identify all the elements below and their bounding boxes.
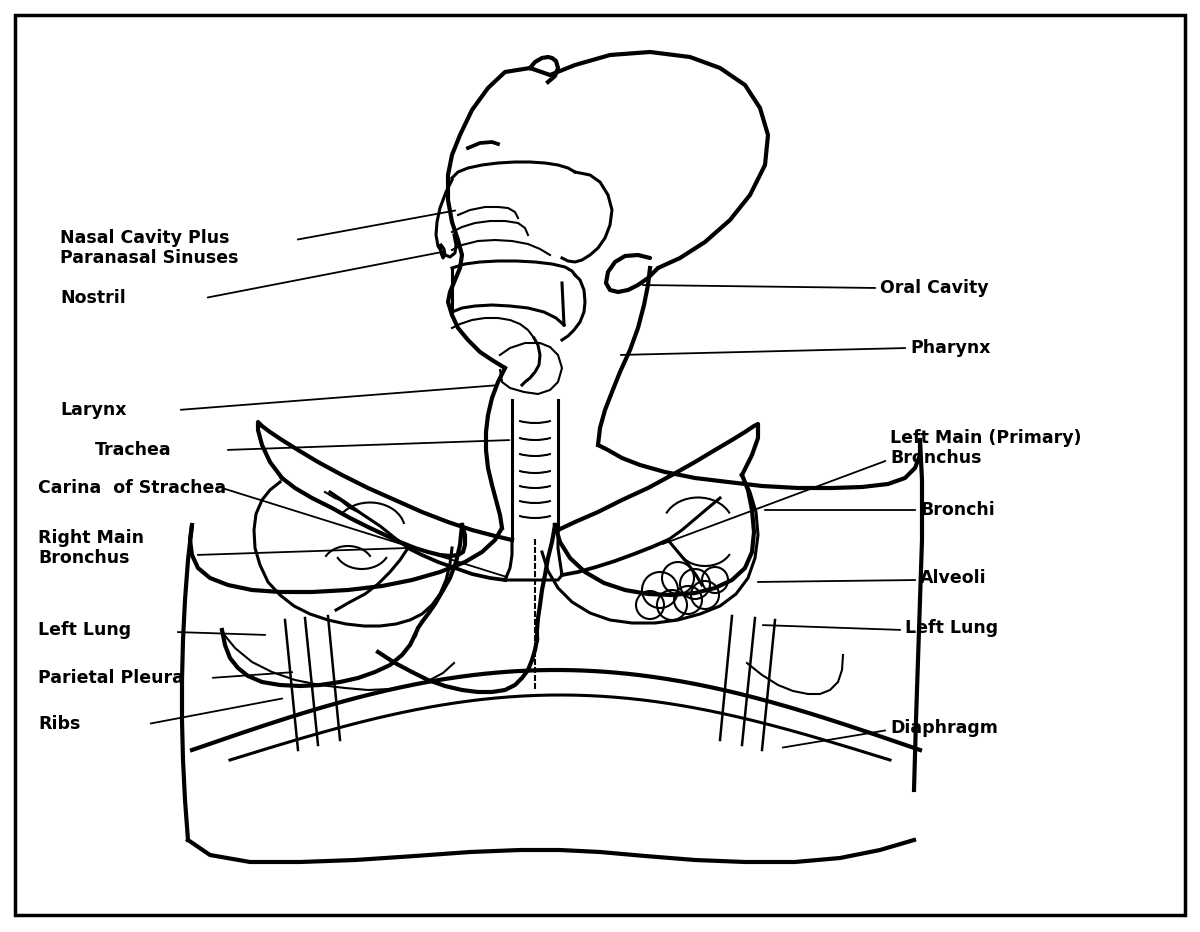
Text: Alveoli: Alveoli	[920, 569, 986, 587]
Text: Parietal Pleura: Parietal Pleura	[38, 669, 184, 687]
Text: Ribs: Ribs	[38, 715, 80, 733]
Text: Oral Cavity: Oral Cavity	[880, 279, 989, 297]
Text: Pharynx: Pharynx	[910, 339, 990, 357]
Text: Bronchi: Bronchi	[920, 501, 995, 519]
Text: Left Lung: Left Lung	[38, 621, 131, 639]
Text: Left Lung: Left Lung	[905, 619, 998, 637]
Text: Carina  of Strachea: Carina of Strachea	[38, 479, 226, 497]
Text: Trachea: Trachea	[95, 441, 172, 459]
Text: Nostril: Nostril	[60, 289, 126, 307]
Text: Nasal Cavity Plus
Paranasal Sinuses: Nasal Cavity Plus Paranasal Sinuses	[60, 228, 239, 267]
Text: Diaphragm: Diaphragm	[890, 719, 998, 737]
Text: Left Main (Primary)
Bronchus: Left Main (Primary) Bronchus	[890, 429, 1081, 468]
Text: Right Main
Bronchus: Right Main Bronchus	[38, 528, 144, 568]
Text: Larynx: Larynx	[60, 401, 126, 419]
